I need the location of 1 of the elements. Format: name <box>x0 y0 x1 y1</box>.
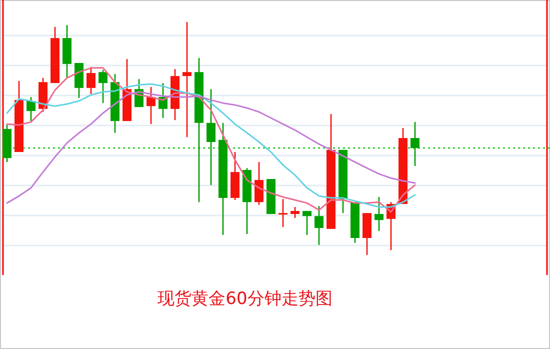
title: 现货黄金60分钟走势图 <box>158 289 332 309</box>
